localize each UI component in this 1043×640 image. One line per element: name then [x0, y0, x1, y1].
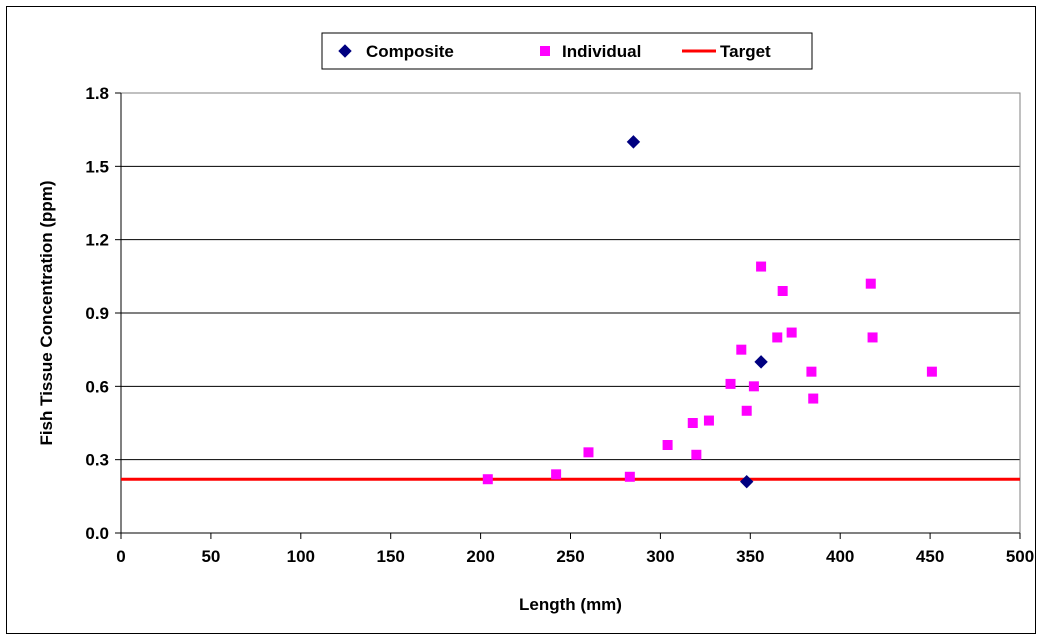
individual-point	[703, 415, 714, 426]
y-axis-title: Fish Tissue Concentration (ppm)	[37, 180, 56, 445]
y-tick-label: 0.3	[85, 451, 109, 470]
y-tick-label: 1.5	[85, 157, 109, 176]
individual-point	[786, 327, 797, 338]
legend-item-individual: Individual	[540, 42, 641, 61]
x-tick-label: 200	[466, 547, 494, 566]
x-axis-title: Length (mm)	[519, 595, 622, 614]
y-tick-label: 0.6	[85, 377, 109, 396]
individual-point	[865, 278, 876, 289]
legend-box	[321, 32, 813, 70]
x-tick-label: 50	[201, 547, 220, 566]
individual-point	[691, 449, 702, 460]
individual-point	[551, 469, 562, 480]
individual-point	[482, 474, 493, 485]
composite-point	[754, 355, 768, 369]
y-tick-labels: 0.0 0.3 0.6 0.9 1.2 1.5 1.8	[85, 84, 121, 543]
x-tick-label: 100	[287, 547, 315, 566]
individual-point	[777, 286, 788, 296]
x-tick-label: 400	[826, 547, 854, 566]
x-tick-label: 150	[377, 547, 405, 566]
individual-point	[867, 332, 878, 343]
legend-label: Individual	[562, 42, 641, 61]
individual-point	[748, 381, 759, 392]
x-tick-labels: 0 50 100 150 200 250 300 350 400 450 500	[116, 533, 1034, 566]
individual-point	[926, 366, 937, 377]
x-tick-label: 500	[1006, 547, 1034, 566]
x-tick-label: 300	[646, 547, 674, 566]
individual-point	[662, 440, 673, 450]
legend-item-composite: Composite	[338, 42, 454, 61]
individual-point	[808, 393, 819, 404]
legend: Composite Individual Target	[321, 32, 813, 70]
composite-point	[626, 135, 641, 149]
x-tick-label: 0	[116, 547, 125, 566]
legend-label: Target	[720, 42, 771, 61]
individual-point	[736, 344, 747, 355]
individual-point	[725, 378, 736, 389]
individual-point	[741, 405, 752, 416]
legend-swatch	[540, 46, 550, 56]
x-tick-label: 450	[916, 547, 944, 566]
y-tick-label: 1.8	[85, 84, 109, 103]
individual-point	[583, 447, 594, 458]
legend-item-target: Target	[682, 42, 771, 61]
composite-point	[338, 44, 352, 58]
individual-point	[624, 471, 635, 482]
individual-point	[687, 418, 698, 428]
data-points	[482, 135, 937, 489]
legend-label: Composite	[366, 42, 454, 61]
y-tick-label: 0.9	[85, 304, 109, 323]
individual-point	[806, 366, 817, 377]
composite-point	[739, 474, 754, 489]
y-tick-label: 0.0	[85, 524, 109, 543]
x-tick-label: 350	[736, 547, 764, 566]
individual-point	[756, 261, 767, 272]
x-tick-label: 250	[556, 547, 584, 566]
y-tick-label: 1.2	[85, 231, 109, 250]
individual-point	[772, 332, 783, 343]
